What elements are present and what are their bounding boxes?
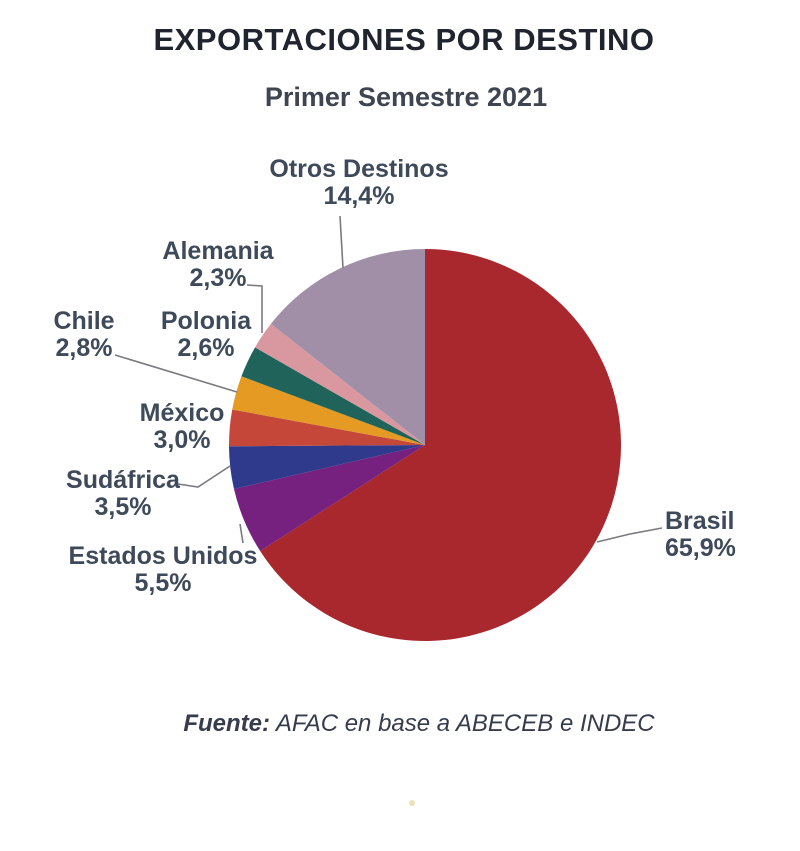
slice-label-value: 14,4% xyxy=(323,182,395,210)
slice-label-name: Estados Unidos xyxy=(68,542,258,570)
leader-line-estados_unidos xyxy=(239,523,244,544)
slice-label-brasil: Brasil 65,9% xyxy=(665,508,736,562)
pie-slice-sudafrica xyxy=(229,445,425,489)
leader-line-sudafrica xyxy=(177,465,231,488)
chart-title: EXPORTACIONES POR DESTINO xyxy=(153,22,655,57)
pie-slice-alemania xyxy=(255,323,425,445)
pie-slice-polonia xyxy=(241,347,425,445)
slice-label-name: Otros Destinos xyxy=(269,155,449,183)
pie-slice-brasil xyxy=(260,249,621,641)
slice-label-value: 65,9% xyxy=(665,534,736,562)
leader-line-chile xyxy=(114,354,238,393)
slice-label-name: Polonia xyxy=(160,307,252,335)
source-label: Fuente: xyxy=(183,710,271,737)
slice-label-mexico: México 3,0% xyxy=(140,400,225,454)
pie-slice-estados_unidos xyxy=(233,445,425,552)
slice-label-name: Brasil xyxy=(665,507,735,535)
slice-label-estados_unidos: Estados Unidos 5,5% xyxy=(69,543,258,597)
slice-label-otros: Otros Destinos 14,4% xyxy=(269,156,448,210)
slice-label-sudafrica: Sudáfrica 3,5% xyxy=(66,467,180,521)
stray-dot-artifact xyxy=(409,800,415,806)
slice-label-value: 2,8% xyxy=(55,334,113,362)
slice-label-value: 3,0% xyxy=(153,426,211,454)
slice-label-polonia: Polonia 2,6% xyxy=(161,308,251,362)
slice-label-name: Chile xyxy=(53,307,115,335)
leader-line-alemania xyxy=(246,284,263,333)
chart-subtitle: Primer Semestre 2021 xyxy=(264,82,548,112)
slice-label-value: 5,5% xyxy=(134,569,192,597)
pie-slice-chile xyxy=(232,376,425,445)
pie-slice-otros xyxy=(270,249,425,445)
slice-label-chile: Chile 2,8% xyxy=(53,308,114,362)
source-line: Fuente: AFAC en base a ABECEB e INDEC xyxy=(19,710,800,738)
slice-label-name: Alemania xyxy=(162,237,274,265)
slice-label-value: 2,6% xyxy=(177,334,235,362)
slice-label-name: Sudáfrica xyxy=(66,466,180,494)
leader-line-brasil xyxy=(596,527,663,543)
slice-label-value: 2,3% xyxy=(189,264,247,292)
source-text: AFAC en base a ABECEB e INDEC xyxy=(275,710,655,737)
slice-label-alemania: Alemania 2,3% xyxy=(162,238,273,292)
slice-label-name: México xyxy=(139,399,225,427)
slice-label-value: 3,5% xyxy=(94,493,152,521)
pie-slice-mexico xyxy=(228,409,425,447)
leader-line-otros xyxy=(339,215,344,269)
